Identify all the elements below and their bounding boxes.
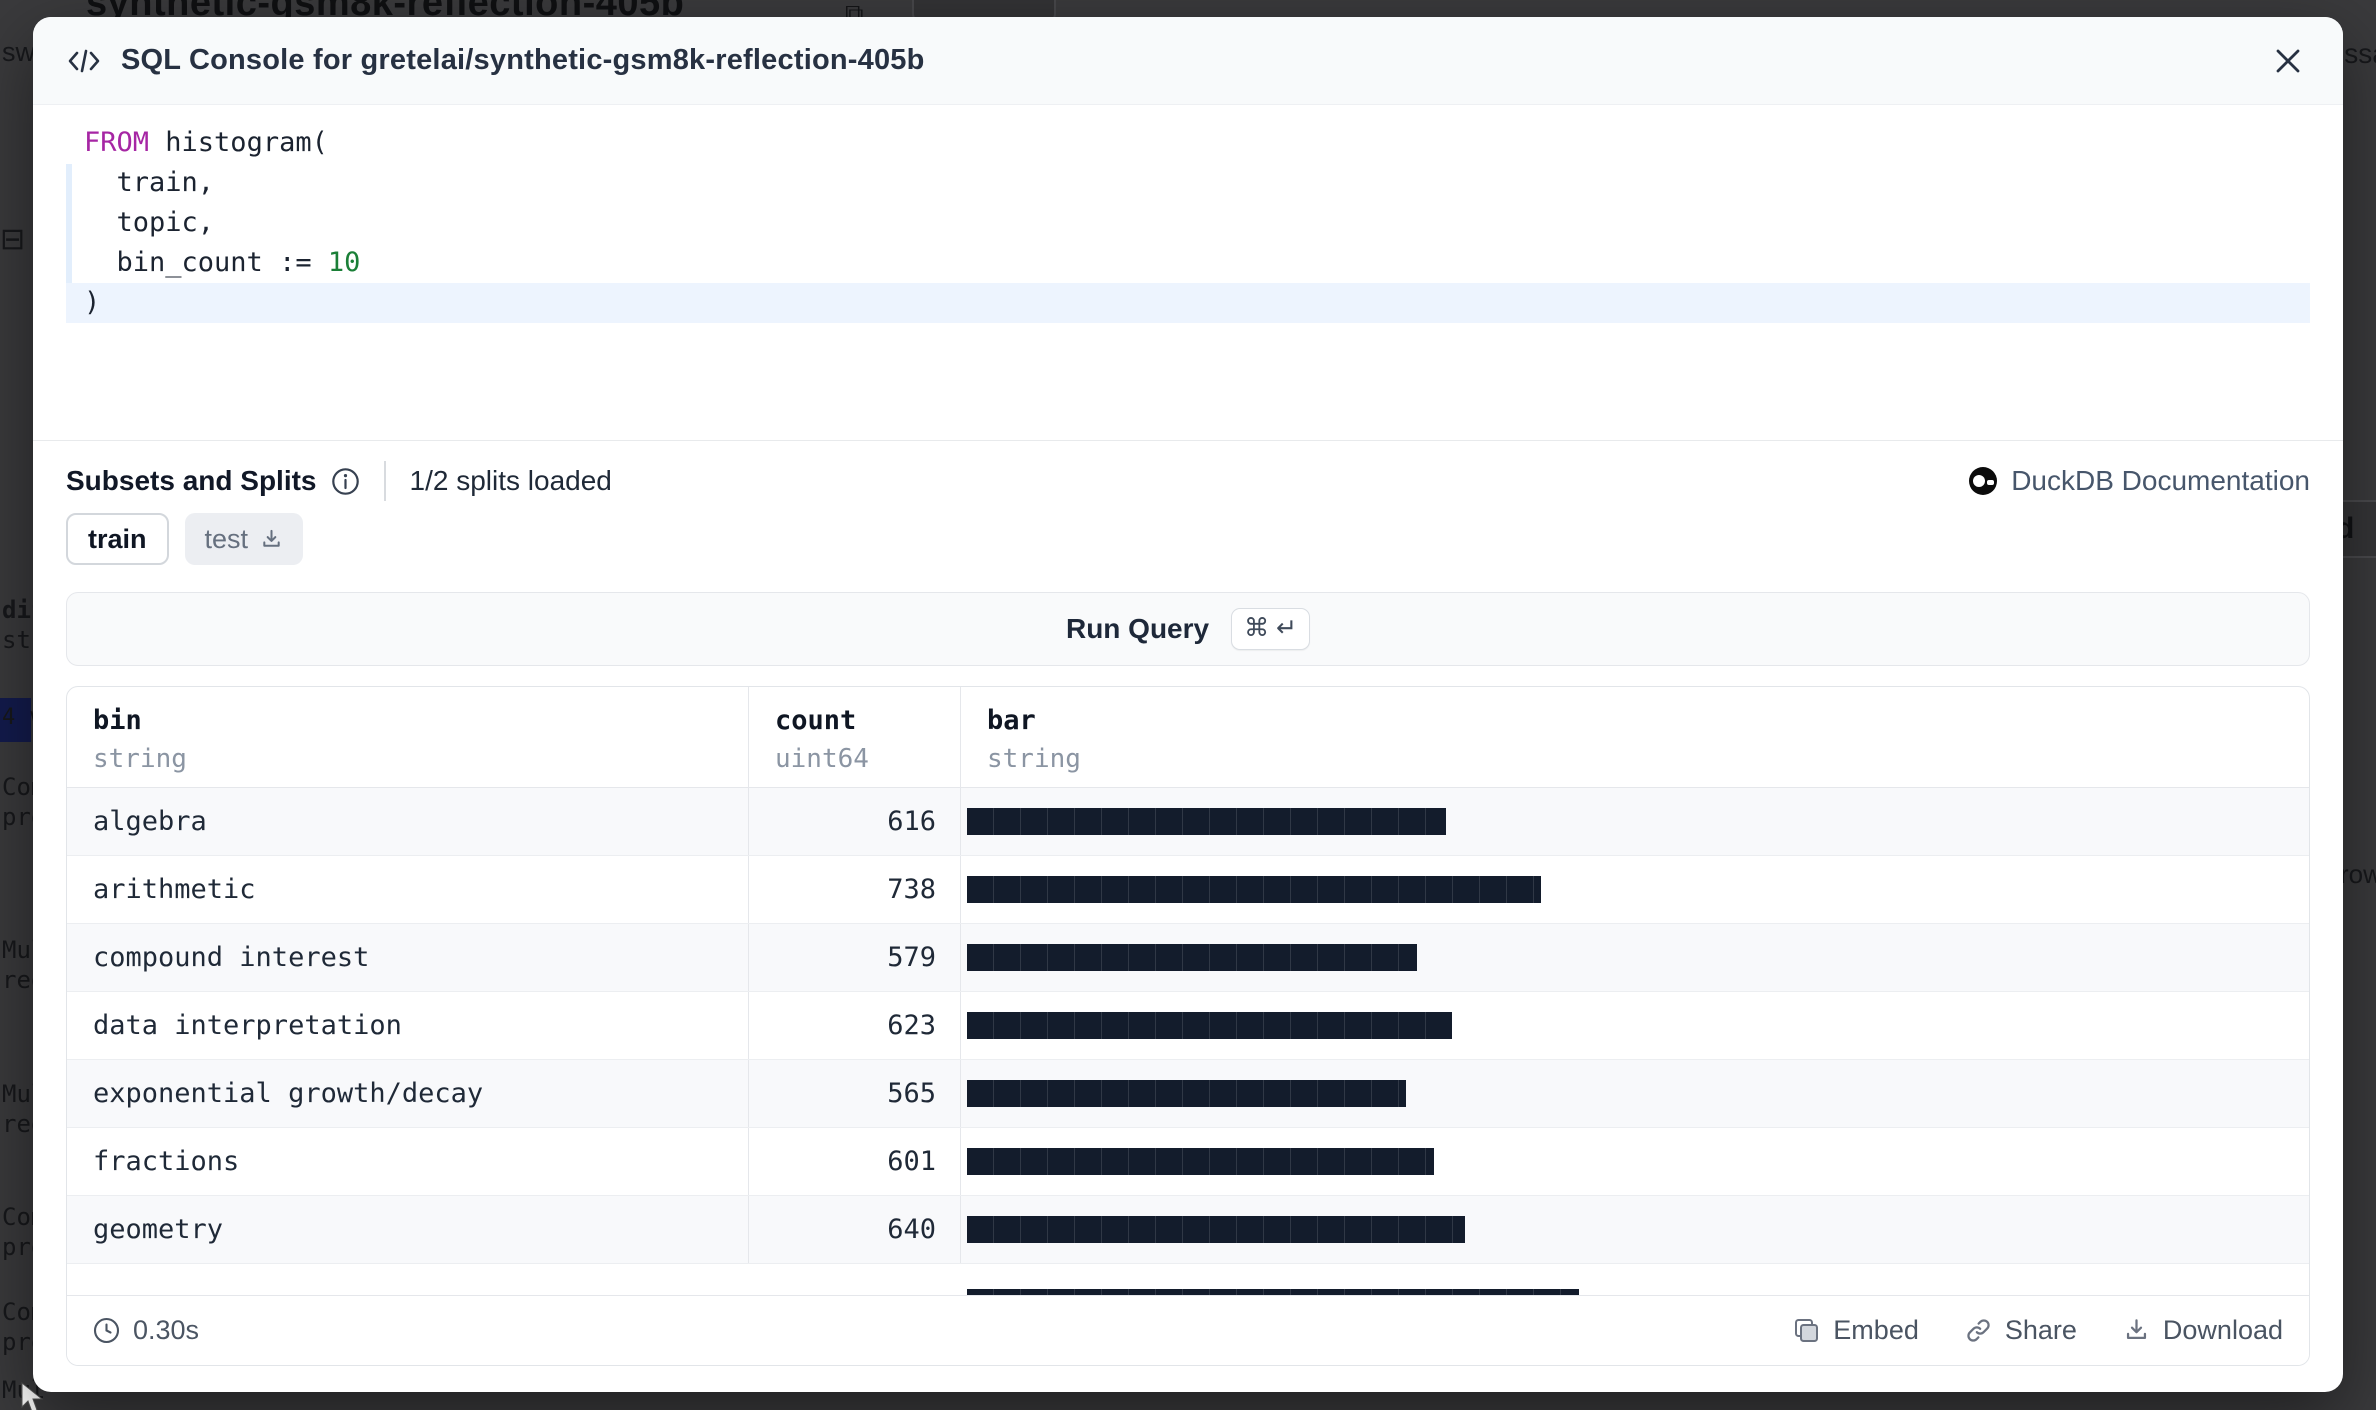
table-row[interactable]: data interpretation 623 bbox=[67, 992, 2309, 1060]
table-row[interactable]: exponential growth/decay 565 bbox=[67, 1060, 2309, 1128]
table-body: algebra 616 arithmetic 738 compound interest… bbox=[67, 788, 2309, 1295]
table-row[interactable]: geometry 640 bbox=[67, 1196, 2309, 1264]
cell-bar bbox=[961, 1264, 2309, 1295]
cell-bar bbox=[961, 1196, 2309, 1263]
cell-count: 579 bbox=[749, 924, 961, 991]
table-row[interactable]: arithmetic 738 bbox=[67, 856, 2309, 924]
cell-count: 601 bbox=[749, 1128, 961, 1195]
mouse-cursor bbox=[21, 1381, 44, 1410]
modal-title: SQL Console for gretelai/synthetic-gsm8k… bbox=[121, 44, 925, 76]
cell-count: 565 bbox=[749, 1060, 961, 1127]
background-text-fragment: req bbox=[2, 1405, 45, 1410]
cell-bin: arithmetic bbox=[67, 856, 749, 923]
column-header-count[interactable]: count uint64 bbox=[749, 687, 961, 787]
results-panel: bin string count uint64 bar string algeb… bbox=[66, 686, 2310, 1366]
cell-count: 738 bbox=[749, 856, 961, 923]
cell-count: 616 bbox=[749, 788, 961, 855]
code-line-1[interactable]: FROM histogram( bbox=[66, 123, 2310, 163]
shortcut-badge: ⌘ ↵ bbox=[1231, 608, 1311, 650]
table-row-partial bbox=[67, 1264, 2309, 1295]
table-row[interactable]: compound interest 579 bbox=[67, 924, 2309, 992]
code-line-2[interactable]: train, bbox=[66, 163, 2310, 203]
clock-icon bbox=[93, 1317, 120, 1344]
sql-editor[interactable]: FROM histogram( train, topic, bin_count … bbox=[33, 105, 2343, 439]
share-button[interactable]: Share bbox=[1965, 1315, 2077, 1346]
cell-bin: data interpretation bbox=[67, 992, 749, 1059]
cell-bin: exponential growth/decay bbox=[67, 1060, 749, 1127]
subsets-and-splits-row: Subsets and Splits 1/2 splits loaded Duc… bbox=[66, 457, 2310, 505]
histogram-bar bbox=[967, 1216, 1465, 1243]
background-text-fragment: issa bbox=[2338, 38, 2376, 69]
subsets-heading: Subsets and Splits bbox=[66, 465, 317, 496]
histogram-bar bbox=[967, 1080, 1406, 1107]
divider bbox=[383, 461, 386, 501]
download-icon bbox=[2126, 1319, 2146, 1339]
cell-bar bbox=[961, 1128, 2309, 1195]
duckdb-logo-icon bbox=[1969, 467, 1998, 495]
code-token: topic, bbox=[84, 207, 215, 238]
run-query-label: Run Query bbox=[1065, 613, 1210, 644]
code-token: bin_count := bbox=[84, 247, 328, 278]
split-tab-train[interactable]: train bbox=[66, 513, 169, 565]
histogram-bar bbox=[967, 876, 1541, 903]
query-duration: 0.30s bbox=[93, 1315, 199, 1346]
embed-icon bbox=[1795, 1319, 1819, 1342]
code-line-3[interactable]: topic, bbox=[66, 203, 2310, 243]
indent-guide bbox=[66, 164, 72, 283]
cell-count: 640 bbox=[749, 1196, 961, 1263]
histogram-bar bbox=[967, 808, 1446, 835]
histogram-bar bbox=[967, 1289, 1579, 1295]
splits-loaded-status: 1/2 splits loaded bbox=[409, 465, 612, 496]
cell-bar bbox=[961, 924, 2309, 991]
split-tab-label: test bbox=[204, 523, 249, 554]
code-token: train, bbox=[84, 167, 215, 198]
column-header-bin[interactable]: bin string bbox=[67, 687, 749, 787]
close-button[interactable] bbox=[2267, 40, 2309, 82]
code-icon bbox=[67, 46, 101, 76]
cell-bin: geometry bbox=[67, 1196, 749, 1263]
cell-count: 623 bbox=[749, 992, 961, 1059]
cell-bar bbox=[961, 788, 2309, 855]
code-line-4[interactable]: bin_count := 10 bbox=[66, 243, 2310, 283]
info-icon[interactable] bbox=[331, 467, 360, 496]
download-button[interactable]: Download bbox=[2123, 1315, 2283, 1346]
background-text-fragment: row bbox=[2340, 859, 2376, 889]
column-header-bar[interactable]: bar string bbox=[987, 705, 1081, 774]
histogram-bar bbox=[967, 1012, 1452, 1039]
modal-header: SQL Console for gretelai/synthetic-gsm8k… bbox=[33, 17, 2343, 105]
cell-bin: fractions bbox=[67, 1128, 749, 1195]
cell-bin: compound interest bbox=[67, 924, 749, 991]
duckdb-documentation-link[interactable]: DuckDB Documentation bbox=[1969, 465, 2310, 497]
split-tab-test[interactable]: test bbox=[184, 513, 304, 565]
code-token: histogram( bbox=[149, 127, 328, 158]
split-tabs: train test bbox=[66, 513, 304, 565]
cell-bar bbox=[961, 856, 2309, 923]
code-token: FROM bbox=[84, 127, 150, 158]
code-line-5[interactable]: ) bbox=[66, 283, 2310, 323]
background-selected-row bbox=[0, 698, 31, 742]
cell-bin: algebra bbox=[67, 788, 749, 855]
table-row[interactable]: algebra 616 bbox=[67, 788, 2309, 856]
results-footer: 0.30s Embed S bbox=[67, 1295, 2309, 1365]
split-tab-label: train bbox=[88, 523, 147, 554]
table-row[interactable]: fractions 601 bbox=[67, 1128, 2309, 1196]
link-icon bbox=[1967, 1319, 1990, 1342]
table-header: bin string count uint64 bar string bbox=[67, 687, 2309, 788]
results-scroll-area[interactable]: bin string count uint64 bar string algeb… bbox=[67, 687, 2309, 1295]
histogram-bar bbox=[967, 944, 1417, 971]
download-icon bbox=[263, 529, 280, 547]
background-text-fragment: sw bbox=[2, 37, 35, 67]
sql-console-modal: SQL Console for gretelai/synthetic-gsm8k… bbox=[33, 17, 2343, 1392]
embed-button[interactable]: Embed bbox=[1793, 1315, 1919, 1346]
code-token: 10 bbox=[327, 247, 361, 278]
cell-bar bbox=[961, 992, 2309, 1059]
code-token: ) bbox=[84, 287, 101, 318]
duckdb-documentation-label: DuckDB Documentation bbox=[2011, 465, 2310, 496]
run-query-button[interactable]: Run Query ⌘ ↵ bbox=[66, 592, 2310, 666]
section-divider bbox=[33, 440, 2343, 441]
cell-bar bbox=[961, 1060, 2309, 1127]
histogram-bar bbox=[967, 1148, 1434, 1175]
